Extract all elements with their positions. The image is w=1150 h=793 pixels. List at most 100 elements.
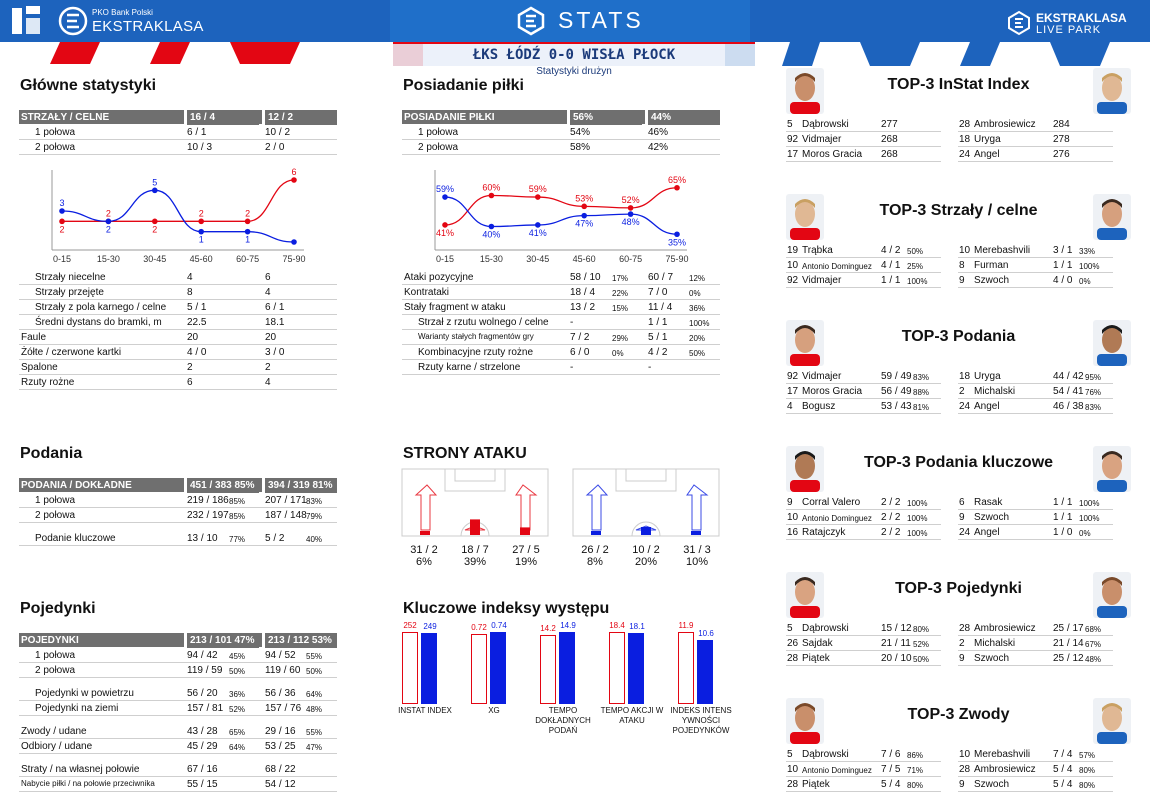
row-home-percent: 17% <box>612 274 629 283</box>
away-players-table: 6 Rasak 1 / 1 100% 9 Szwoch 1 / 1 100% 24 Angel 1 … <box>958 495 1113 540</box>
table-row: 1 połowa 6 / 1 10 / 2 <box>19 125 337 140</box>
player-percent: 33% <box>1079 247 1096 256</box>
attack-share-bar <box>470 519 480 535</box>
header-away: 394 / 319 81% <box>262 478 337 493</box>
away-index-value: 249 <box>423 621 437 631</box>
player-value: 21 / 11 <box>881 638 911 649</box>
player-percent: 100% <box>1079 514 1100 523</box>
player-value: 2 / 2 <box>881 512 901 523</box>
away-players-table: 28 Ambrosiewicz 284 18 Uryga 278 24 Angel 276 <box>958 117 1113 162</box>
table-row: 1 połowa 54% 46% <box>402 125 720 140</box>
top3-block: TOP-3 Strzały / celne 19 Trąbka 4 / 2 50% 10 A… <box>786 194 1131 314</box>
attack-sides-title: STRONY ATAKU <box>403 445 527 462</box>
player-row: 17 Moros Gracia 268 <box>786 147 941 162</box>
player-percent: 71% <box>907 766 924 775</box>
duels-table: POJEDYNKI 213 / 101 47% 213 / 112 53% 1 … <box>19 633 337 792</box>
player-row: 92 Vidmajer 268 <box>786 132 941 147</box>
player-value: 5 / 4 <box>1053 779 1073 790</box>
duels-title: Pojedynki <box>20 600 96 617</box>
player-value: 44 / 42 <box>1053 371 1084 382</box>
home-data-label: 52% <box>622 195 640 205</box>
player-name: Ambrosiewicz <box>974 764 1036 775</box>
row-home-value: 43 / 28 <box>187 726 218 737</box>
pko-logo-icon <box>12 6 40 34</box>
top3-block: TOP-3 Zwody 5 Dąbrowski 7 / 6 86% 10 Antonio D… <box>786 698 1131 793</box>
player-row: 9 Szwoch 5 / 4 80% <box>958 777 1113 792</box>
row-away-percent: 36% <box>689 304 706 313</box>
row-home-value: 2 <box>187 362 193 373</box>
table-row: Rzuty karne / strzelone - - <box>402 360 720 375</box>
player-name: Michalski <box>974 638 1016 649</box>
index-label: INDEKS INTENS YWNOŚCI POJEDYNKÓW <box>670 706 732 735</box>
header-away: 44% <box>645 110 720 125</box>
key-indices-title: Kluczowe indeksy występu <box>403 600 610 617</box>
row-home-percent: 50% <box>229 667 246 676</box>
row-away-percent: 40% <box>306 535 323 544</box>
row-away-percent: 100% <box>689 319 710 328</box>
away-point <box>152 187 158 194</box>
away-players-table: 28 Ambrosiewicz 25 / 17 68% 2 Michalski 21 / 1… <box>958 621 1113 666</box>
player-name: Moros Gracia <box>802 386 863 397</box>
row-home-value: 18 / 4 <box>570 287 596 298</box>
player-value: 7 / 5 <box>881 764 901 775</box>
player-value: 4 / 1 <box>881 260 901 271</box>
player-number: 4 <box>787 401 793 412</box>
player-name: Piątek <box>802 653 830 664</box>
player-avatar-icon <box>790 577 820 618</box>
row-label: Warianty stałych fragmentów gry <box>418 332 534 341</box>
row-away-value: 46% <box>648 127 669 138</box>
row-away-value: 5 / 1 <box>648 332 668 343</box>
x-tick-label: 30-45 <box>526 254 549 264</box>
player-name: Vidmajer <box>802 371 842 382</box>
row-label: Nabycie piłki / na połowie przeciwnika <box>21 779 155 788</box>
away-player-photo <box>1093 68 1131 114</box>
top-header: PKO Bank Polski EKSTRAKLASA STATS EKSTRA… <box>0 0 1150 42</box>
home-players-table: 92 Vidmajer 59 / 49 83% 17 Moros Gracia 56 / 4… <box>786 369 941 414</box>
player-name: Ambrosiewicz <box>974 119 1036 130</box>
table-header: STRZAŁY / CELNE 16 / 4 12 / 2 <box>19 110 337 125</box>
player-percent: 57% <box>1079 751 1096 760</box>
home-data-label: 60% <box>482 183 500 193</box>
row-home-value: - <box>570 362 574 373</box>
pko-label: PKO Bank Polski <box>92 8 153 17</box>
away-data-label: 41% <box>529 228 547 238</box>
value: 18 / 7 <box>461 544 489 556</box>
away-center-attacks: 10 / 2 20% <box>623 544 669 568</box>
row-away-value: 5 / 2 <box>265 533 285 544</box>
home-players-table: 5 Dąbrowski 15 / 12 80% 26 Sajdak 21 / 11 52% 28… <box>786 621 941 666</box>
row-away-percent: 83% <box>306 497 323 506</box>
x-tick-label: 60-75 <box>619 254 642 264</box>
row-away-value: 68 / 22 <box>265 764 296 775</box>
match-subtitle: Statystyki drużyn <box>536 66 612 77</box>
row-home-value: 22.5 <box>187 317 207 328</box>
row-home-value: 119 / 59 <box>187 665 223 676</box>
row-home-value: 13 / 2 <box>570 302 596 313</box>
table-row: Pojedynki w powietrzu 56 / 20 36% 56 / 36 64… <box>19 686 337 701</box>
away-data-label: 1 <box>199 235 204 245</box>
row-away-percent: 47% <box>306 743 323 752</box>
player-number: 5 <box>787 623 793 634</box>
row-home-value: 8 <box>187 287 193 298</box>
passes-table: PODANIA / DOKŁADNE 451 / 383 85% 394 / 3… <box>19 478 337 546</box>
top3-block: TOP-3 Pojedynki 5 Dąbrowski 15 / 12 80% 26 Saj… <box>786 572 1131 692</box>
player-row: 10 Antonio Dominguez 2 / 2 100% <box>786 510 941 525</box>
player-name: Szwoch <box>974 653 1010 664</box>
player-number: 16 <box>787 527 799 538</box>
row-away-value: 7 / 0 <box>648 287 668 298</box>
home-player-photo <box>786 698 824 744</box>
away-point <box>535 222 541 228</box>
row-away-percent: 48% <box>306 705 323 714</box>
player-number: 92 <box>787 371 799 382</box>
row-away-value: 2 <box>265 362 271 373</box>
attack-arrow <box>515 484 538 531</box>
player-number: 24 <box>959 401 971 412</box>
player-name: Vidmajer <box>802 275 842 286</box>
player-name: Uryga <box>974 371 1001 382</box>
home-point <box>674 184 680 191</box>
player-number: 92 <box>787 275 799 286</box>
player-percent: 88% <box>913 388 930 397</box>
player-value: 25 / 17 <box>1053 623 1084 634</box>
home-point <box>198 218 204 225</box>
row-home-value: 4 <box>187 272 193 283</box>
player-name: Szwoch <box>974 779 1010 790</box>
